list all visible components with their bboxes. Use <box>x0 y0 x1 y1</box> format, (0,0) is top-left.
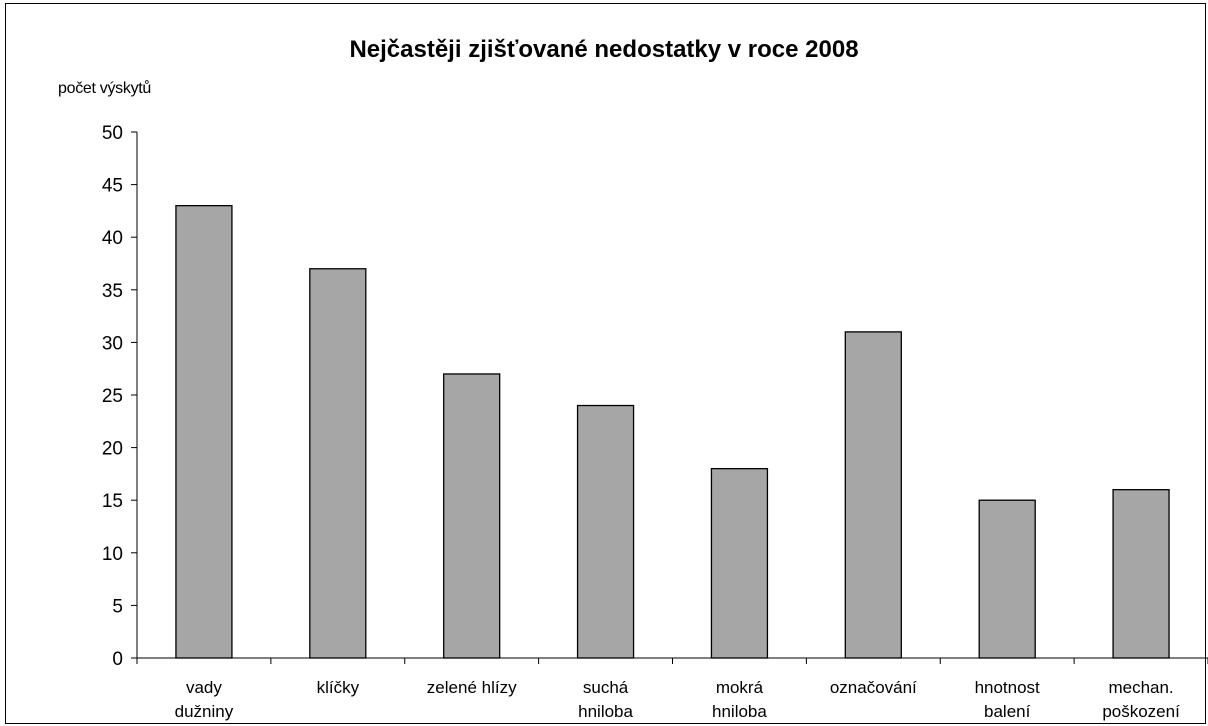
y-tick-label: 30 <box>102 333 123 354</box>
chart-title: Nejčastěji zjišťované nedostatky v roce … <box>349 36 859 63</box>
bar <box>844 331 902 659</box>
bar <box>443 373 501 659</box>
x-category-label: mechan. <box>1108 678 1173 697</box>
y-tick-label: 15 <box>102 491 123 512</box>
y-tick-label: 45 <box>102 176 123 197</box>
x-category-label: zelené hlízy <box>427 678 517 697</box>
x-category-label: balení <box>984 702 1031 721</box>
y-tick-label: 10 <box>102 544 123 565</box>
x-category-label: mokrá <box>716 678 764 697</box>
y-axis-label: počet výskytů <box>58 80 152 97</box>
x-category-label: poškození <box>1102 702 1180 721</box>
y-tick-label: 20 <box>102 439 123 460</box>
y-tick-label: 0 <box>112 649 123 670</box>
y-tick-label: 25 <box>102 386 123 407</box>
y-tick-label: 50 <box>102 123 123 144</box>
x-category-label: klíčky <box>317 678 360 697</box>
x-category-label: hniloba <box>712 702 767 721</box>
bar <box>978 499 1036 659</box>
bar <box>576 404 635 659</box>
y-tick-label: 35 <box>102 281 123 302</box>
bar <box>710 467 769 659</box>
bar <box>175 204 233 659</box>
x-category-label: hniloba <box>578 702 633 721</box>
chart-frame <box>5 3 1206 724</box>
x-category-label: dužniny <box>175 702 234 721</box>
bar <box>309 268 367 659</box>
x-category-label: označování <box>830 678 917 697</box>
x-category-label: suchá <box>583 678 629 697</box>
x-category-label: hnotnost <box>975 678 1040 697</box>
y-tick-label: 40 <box>102 228 123 249</box>
bar <box>1112 489 1170 659</box>
x-category-label: vady <box>186 678 222 697</box>
y-tick-label: 5 <box>112 596 123 617</box>
